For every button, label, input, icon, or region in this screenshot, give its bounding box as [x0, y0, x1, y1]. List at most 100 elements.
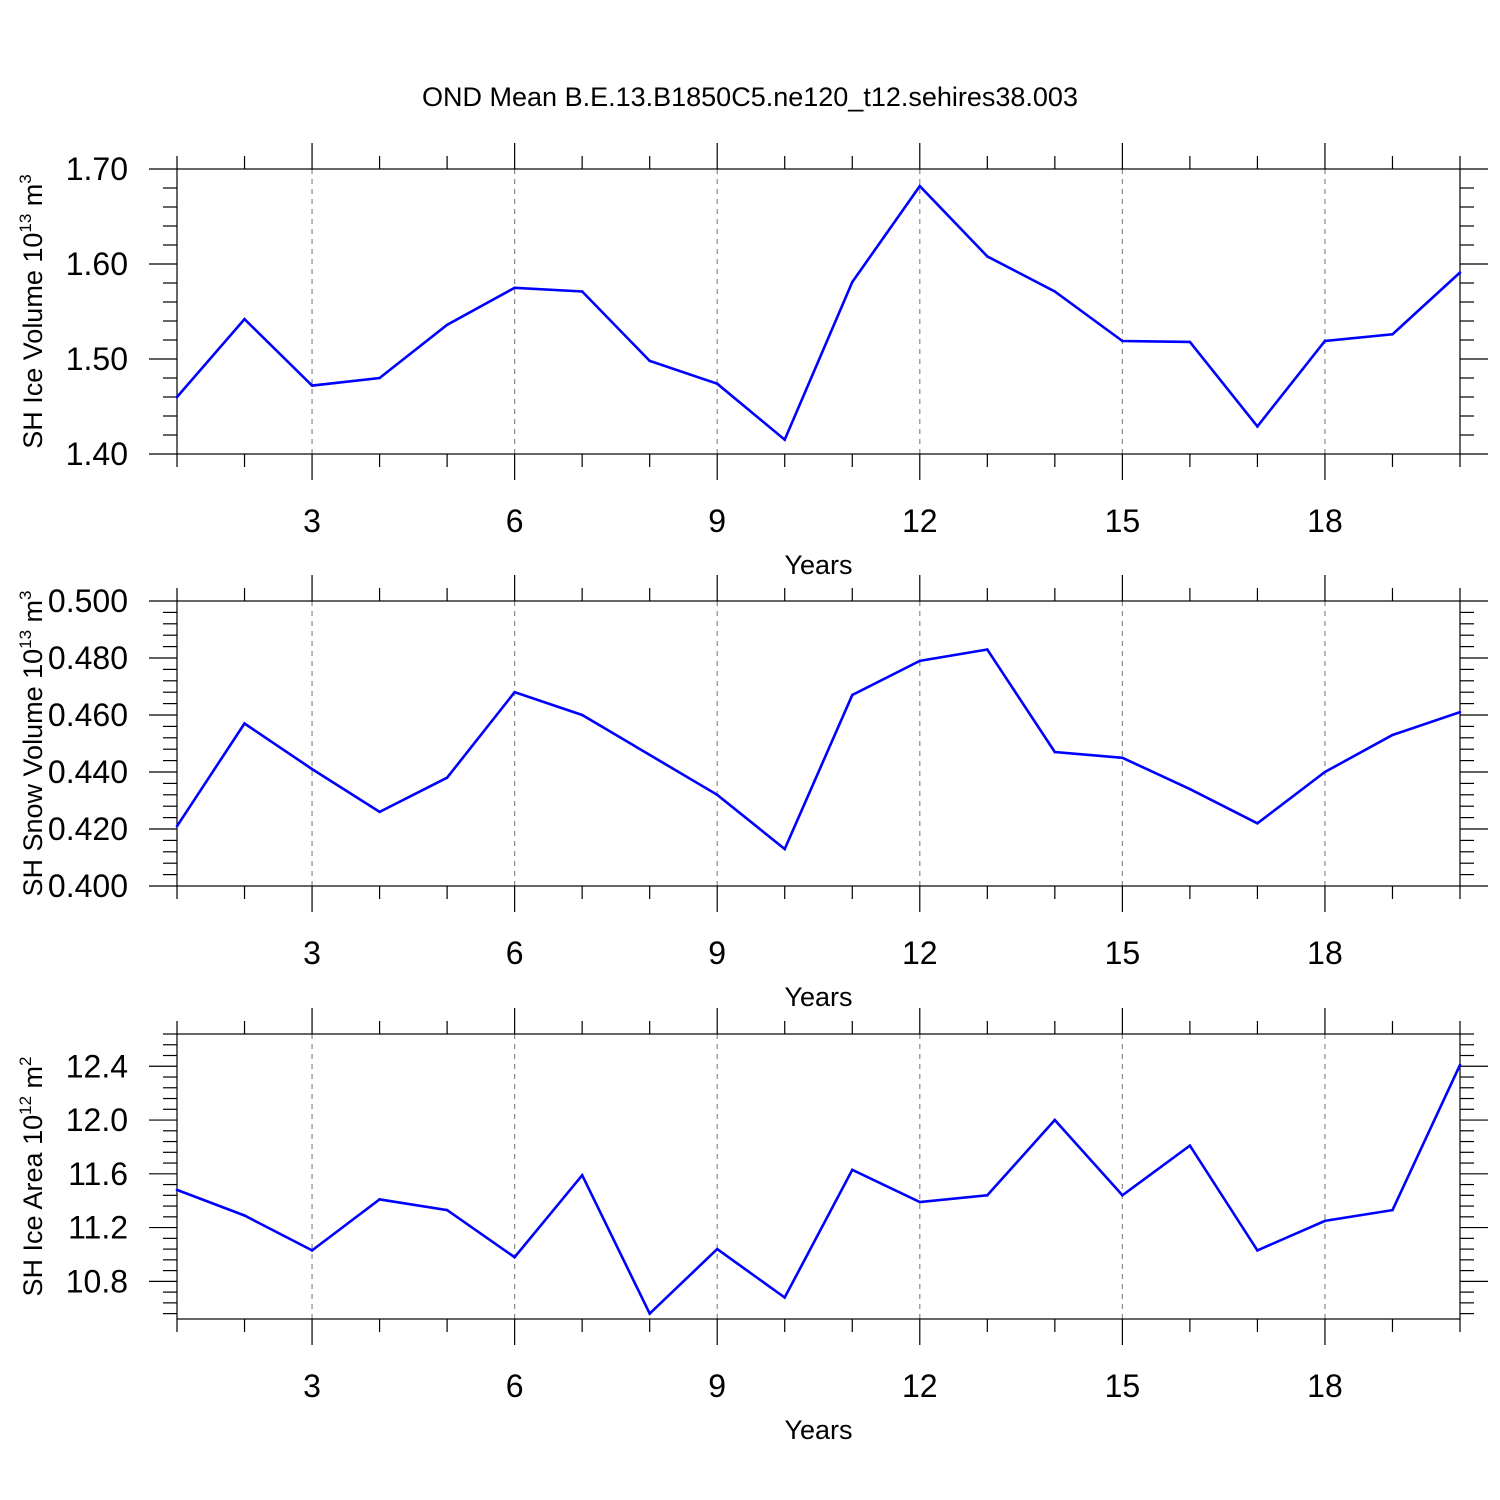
x-axis-title: Years — [784, 550, 852, 580]
chart-panel-1: 1.40 1.50 1.60 1.70 3 6 9 12 15 18 Years SH Ice Vol… — [16, 143, 1488, 580]
data-point — [715, 1247, 719, 1251]
data-point — [513, 286, 516, 290]
data-point — [1458, 710, 1462, 714]
data-point — [580, 290, 584, 293]
y-axis-title-text: m — [18, 1066, 48, 1096]
x-tick-label: 9 — [708, 935, 726, 971]
y-axis-title-superscript: 3 — [16, 590, 35, 599]
data-point — [513, 1255, 516, 1259]
y-tick-label: 1.60 — [66, 246, 128, 282]
data-point — [175, 824, 179, 828]
y-tick-label: 11.2 — [68, 1210, 128, 1246]
y-axis-title-superscript: 3 — [16, 174, 35, 183]
data-point — [445, 1208, 449, 1212]
data-point — [1323, 1219, 1327, 1223]
y-axis-title-superscript: 2 — [16, 1057, 35, 1066]
data-point — [783, 438, 787, 442]
data-point — [1053, 750, 1057, 754]
x-tick-label: 9 — [708, 1368, 726, 1404]
x-tick-label: 6 — [506, 1368, 524, 1404]
data-point — [1188, 1144, 1192, 1147]
data-point — [783, 1296, 787, 1299]
plot-frame — [176, 1033, 1461, 1320]
y-axis-title-text: SH Ice Volume 10 — [18, 233, 48, 449]
data-point — [378, 810, 381, 814]
data-point — [175, 1188, 179, 1192]
data-point — [986, 1194, 989, 1197]
data-point — [1121, 1194, 1124, 1197]
data-point — [378, 1198, 381, 1201]
y-tick-label: 12.0 — [66, 1102, 128, 1138]
y-axis-title-text: m — [18, 184, 48, 214]
data-point — [918, 1200, 922, 1204]
data-point — [1323, 339, 1327, 343]
data-point — [715, 382, 719, 386]
data-point — [850, 280, 854, 284]
y-axis-title-text: SH Ice Area 10 — [18, 1115, 48, 1297]
data-point — [243, 722, 246, 725]
x-tick-label: 12 — [902, 1368, 938, 1404]
data-point — [1391, 333, 1394, 336]
series-line — [176, 184, 1461, 442]
y-tick-label: 0.420 — [48, 811, 128, 847]
data-point — [986, 255, 989, 258]
data-point — [648, 1312, 651, 1315]
y-tick-label: 1.40 — [66, 436, 128, 472]
data-point — [1391, 1208, 1394, 1212]
data-point — [715, 793, 719, 797]
y-tick-label: 10.8 — [66, 1263, 128, 1299]
y-tick-label: 12.4 — [66, 1048, 128, 1084]
data-point — [1458, 271, 1462, 274]
series-line — [175, 648, 1461, 852]
data-point — [310, 384, 314, 387]
y-tick-label: 0.460 — [48, 697, 128, 733]
data-point — [918, 184, 922, 188]
data-point — [1256, 1249, 1259, 1252]
chart-panel-2: 0.400 0.420 0.440 0.460 0.480 0.500 3 6 9 12 15 18 Y… — [16, 575, 1488, 1012]
data-point — [1256, 822, 1259, 825]
data-point — [648, 359, 651, 363]
data-point — [243, 1214, 246, 1217]
chart-panel-3: 10.8 11.2 11.6 12.0 12.4 3 6 9 12 15 18 Years SH Ice… — [16, 1008, 1488, 1445]
data-point — [1188, 340, 1192, 344]
data-point — [513, 690, 516, 694]
y-axis-title: SH Ice Volume 1013 m3 — [16, 174, 48, 449]
x-tick-label: 12 — [902, 935, 938, 971]
data-point — [1121, 756, 1124, 760]
x-tick-label: 12 — [902, 503, 938, 539]
x-tick-label: 15 — [1105, 503, 1141, 539]
data-point — [310, 1249, 314, 1252]
data-point — [310, 767, 314, 771]
y-tick-label: 1.70 — [66, 151, 128, 187]
y-axis-title-text: SH Snow Volume 10 — [18, 649, 48, 897]
x-tick-label: 15 — [1105, 1368, 1141, 1404]
y-axis-title-superscript: 12 — [16, 1096, 35, 1115]
data-point — [1053, 1118, 1057, 1122]
data-point — [918, 659, 922, 663]
x-tick-label: 18 — [1307, 1368, 1343, 1404]
data-point — [648, 753, 651, 757]
x-tick-label: 3 — [303, 1368, 321, 1404]
y-tick-label: 0.440 — [48, 754, 128, 790]
plot-frame — [176, 600, 1461, 887]
plot-frame — [176, 168, 1461, 455]
data-point — [1256, 425, 1259, 428]
data-point — [580, 1173, 584, 1177]
x-axis-title: Years — [784, 1415, 852, 1445]
data-point — [783, 847, 787, 851]
y-axis-title-text: m — [18, 600, 48, 630]
data-point — [1458, 1063, 1462, 1067]
y-tick-label: 1.50 — [66, 341, 128, 377]
data-point — [1323, 770, 1327, 774]
data-point — [580, 713, 584, 717]
x-tick-label: 3 — [303, 503, 321, 539]
data-point — [243, 317, 246, 321]
y-tick-label: 0.400 — [48, 868, 128, 904]
data-point — [445, 776, 449, 779]
y-axis-title-superscript: 13 — [16, 630, 35, 649]
data-point — [850, 1168, 854, 1172]
y-axis-title: SH Ice Area 1012 m2 — [16, 1057, 48, 1297]
data-point — [1188, 787, 1192, 791]
data-point — [1391, 733, 1394, 737]
